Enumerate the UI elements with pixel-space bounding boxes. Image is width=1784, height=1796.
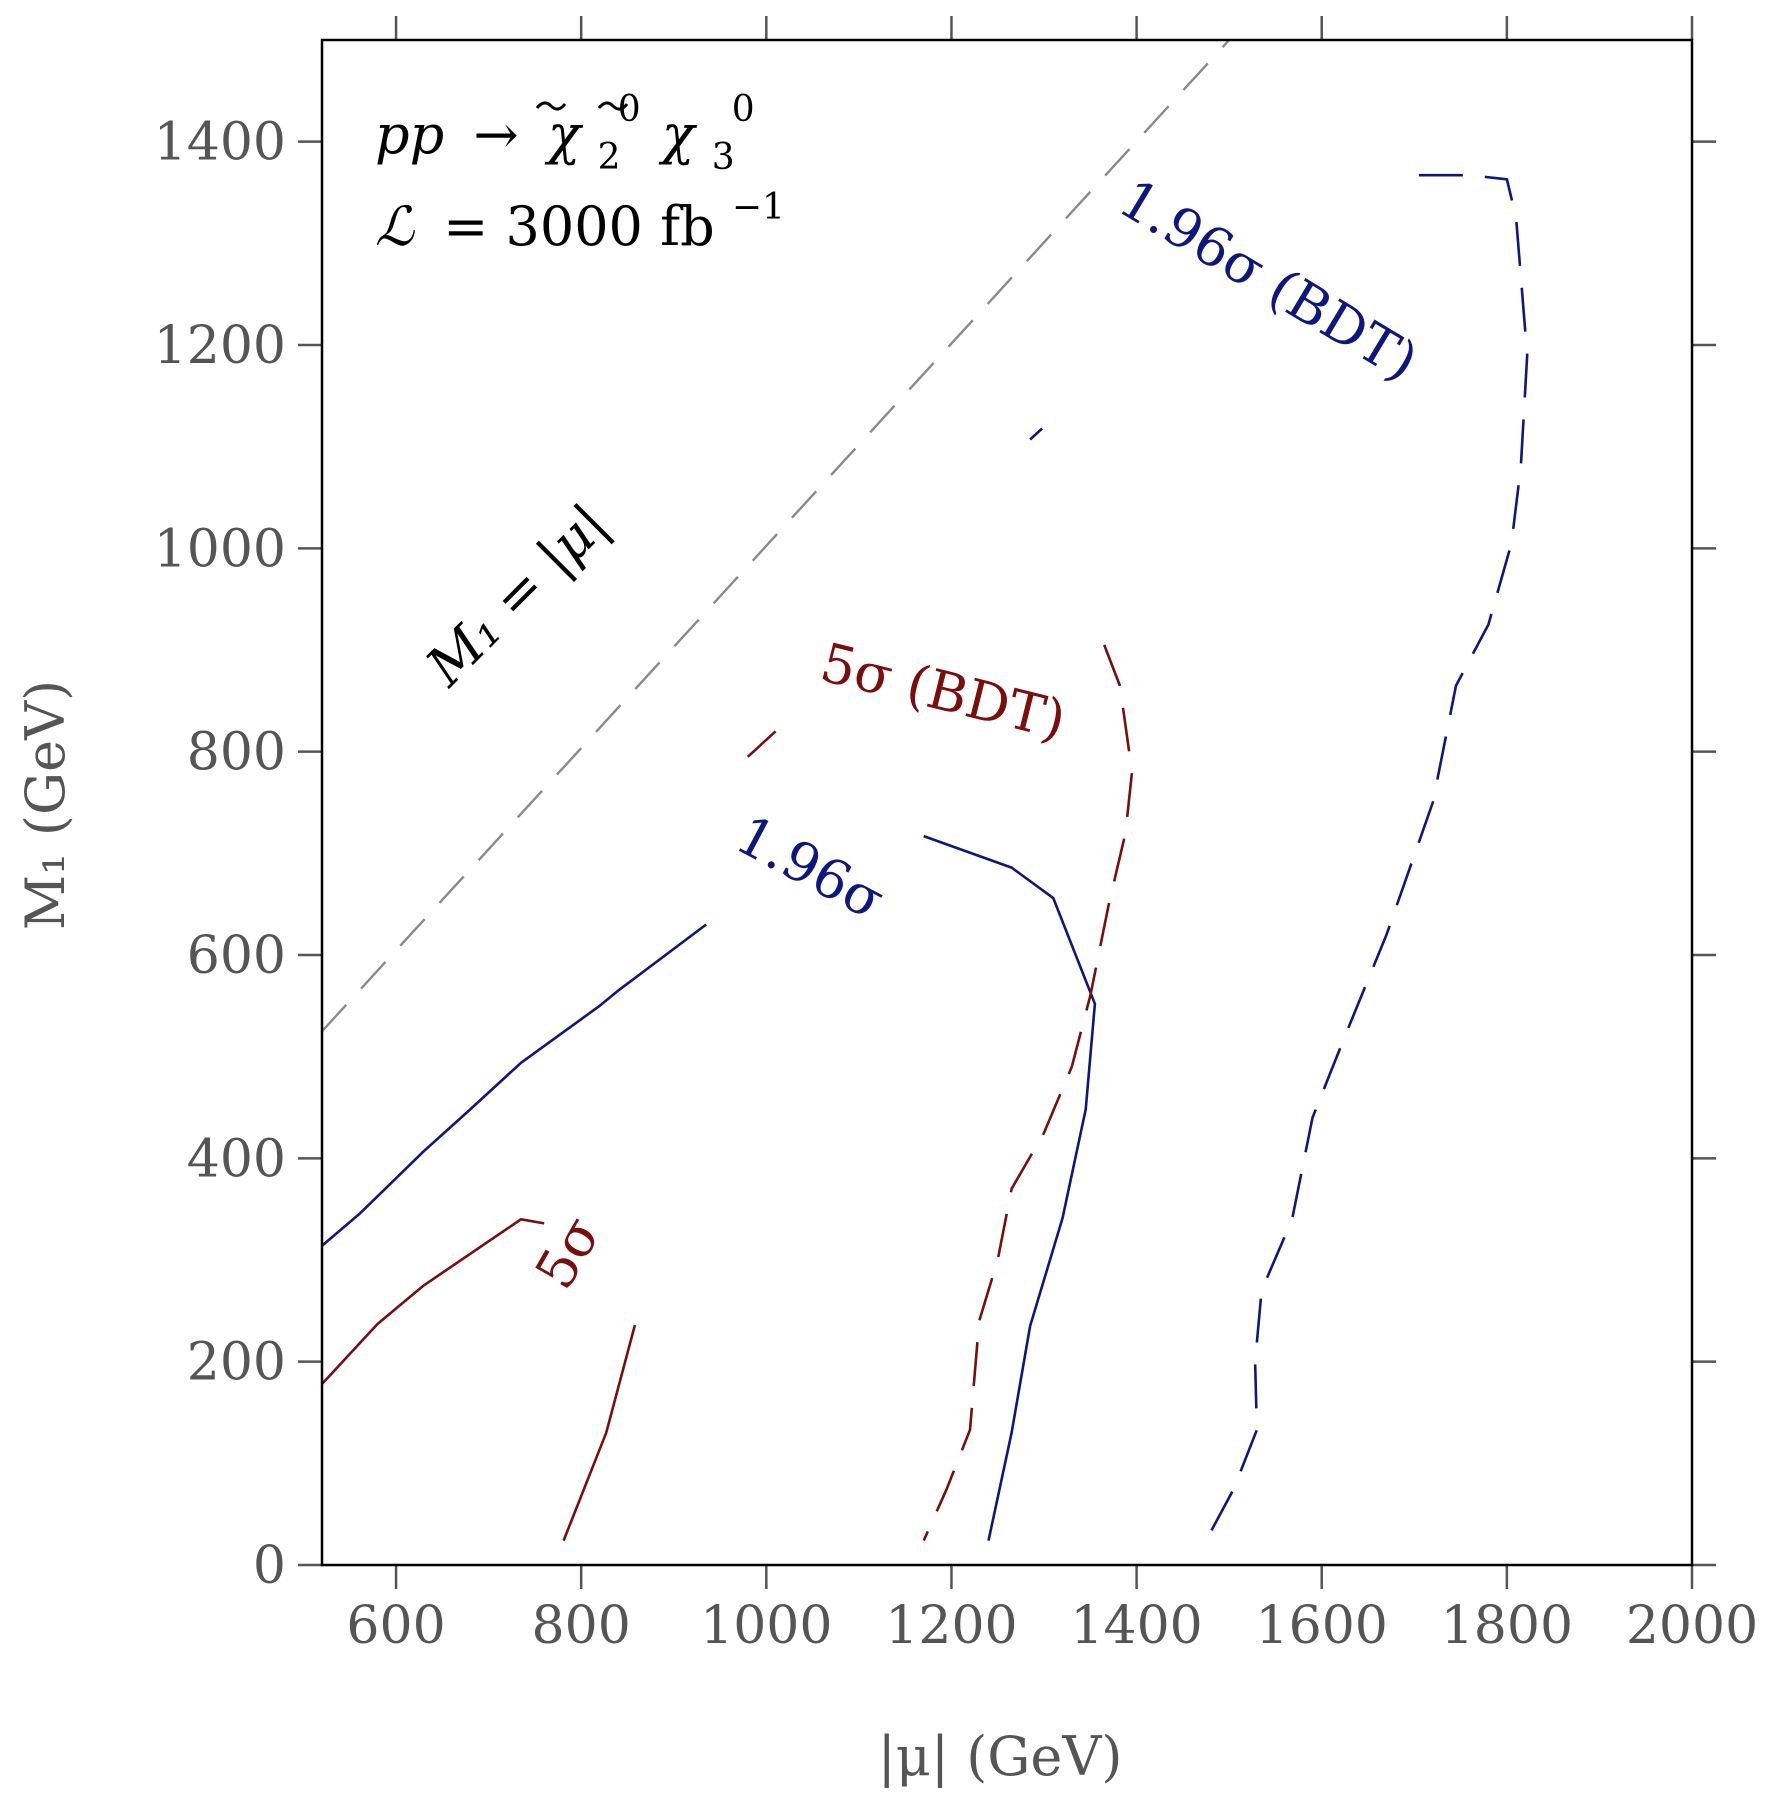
y-tick-label: 1200 [154,316,286,376]
chi-a-sup: 0 [618,89,641,130]
x-tick-label: 1000 [700,1596,832,1656]
series-1-segment-1 [923,834,1097,1541]
series-0-segment-0 [321,1218,545,1385]
tilde-a [535,101,567,111]
y-tick-label: 400 [187,1129,286,1189]
process-annotation: pp → χ 2 0 χ 3 0 [375,71,755,182]
plot-frame [320,38,1694,1567]
chi-b: χ [658,103,698,166]
chi-a: χ [544,103,584,166]
curves-group [321,39,1529,1542]
y-tick-label: 800 [187,723,286,783]
series-0-segment-1 [562,1324,637,1542]
tilde-b [597,101,629,111]
x-tick-label: 800 [532,1596,631,1656]
y-tick-label: 1400 [154,113,286,173]
chi-a-sub: 2 [598,137,621,178]
series-2-segment-0 [746,730,777,758]
series-3-segment-1 [1204,173,1529,1542]
series-4-segment-0 [321,39,1231,1033]
curve-label-1: 1.96σ [726,803,894,932]
y-tick-label: 1000 [154,519,286,579]
curve-labels-group: 5σ 1.96σ 5σ (BDT) 1.96σ (BDT) [523,167,1429,1299]
lumi-symbol: ℒ [375,195,415,258]
y-tick-label: 600 [187,926,286,986]
chi-b-sub: 3 [712,137,735,178]
y-axis-label: M₁ (GeV) [14,680,77,930]
curve-label-0: 5σ [523,1206,613,1299]
chi-b-sup: 0 [732,89,755,130]
process-prefix: pp [375,103,444,166]
series-3-segment-0 [1029,427,1044,441]
luminosity-annotation: ℒ = 3000 fb −1 [375,187,785,258]
diagonal-label: M₁ = |μ| [413,492,619,698]
y-tick-label: 200 [187,1333,286,1393]
x-tick-label: 1200 [885,1596,1017,1656]
series-2-segment-1 [922,644,1134,1542]
lumi-text: = 3000 fb [443,195,715,258]
curve-label-2: 5σ (BDT) [815,631,1072,752]
x-tick-label: 2000 [1626,1596,1758,1656]
x-tick-label: 1800 [1441,1596,1573,1656]
lumi-exp: −1 [732,187,785,228]
x-tick-label: 600 [346,1596,445,1656]
x-axis-label: |μ| (GeV) [878,1725,1123,1788]
y-tick-label: 0 [253,1536,286,1596]
ticks-group: 600 800 1000 1200 1400 1600 1800 20000200400600… [154,16,1758,1656]
curve-label-3: 1.96σ (BDT) [1109,167,1429,394]
x-tick-label: 1600 [1256,1596,1388,1656]
series-1-segment-0 [321,923,707,1247]
process-arrow: → [473,103,518,166]
x-tick-label: 1400 [1070,1596,1202,1656]
